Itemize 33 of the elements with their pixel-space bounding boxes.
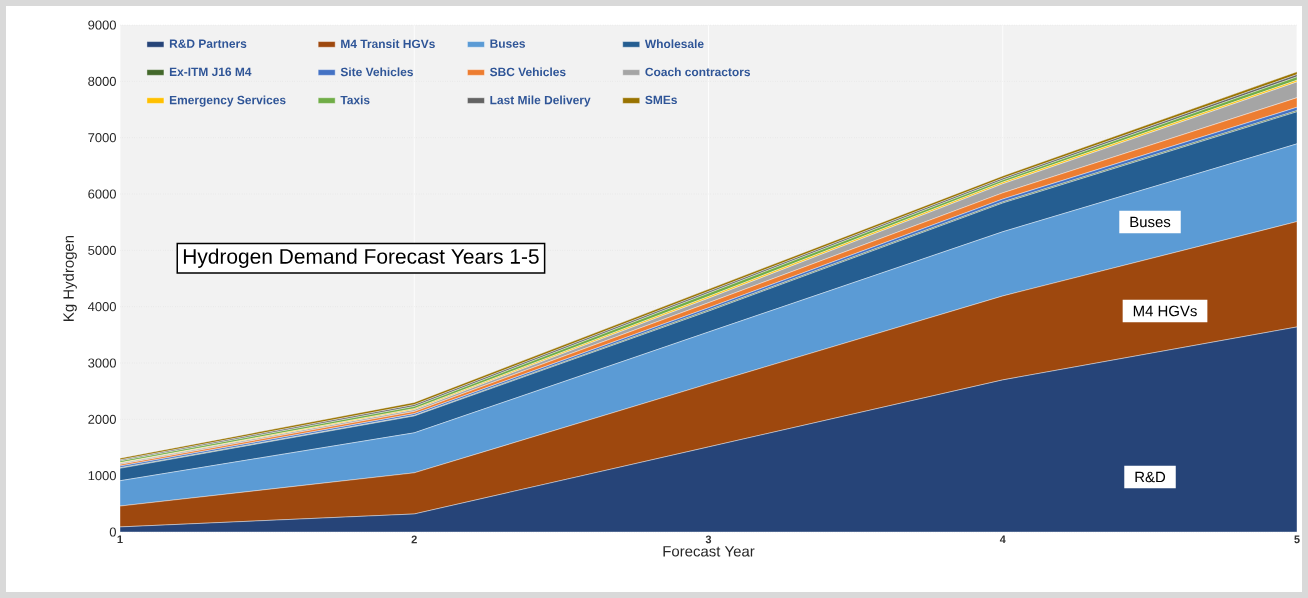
- legend-label: SMEs: [645, 95, 677, 105]
- legend-label: Site Vehicles: [340, 67, 413, 77]
- legend-label: Buses: [490, 39, 526, 48]
- y-tick-label: 6000: [88, 189, 116, 199]
- y-tick-label: 2000: [88, 414, 116, 424]
- legend-label: SBC Vehicles: [489, 67, 566, 77]
- legend-label: Last Mile Delivery: [490, 95, 591, 107]
- legend-label: M4 Transit HGVs: [341, 39, 435, 49]
- x-axis-title: Forecast Year: [663, 546, 755, 557]
- y-tick-label: 1000: [88, 471, 116, 481]
- legend-label: Coach contractors: [645, 67, 751, 77]
- text: Hydrogen Demand Forecast Years 1-5: [183, 248, 539, 268]
- y-tick-label: 0: [109, 527, 116, 537]
- x-tick-label: 2: [411, 535, 417, 544]
- annotation: Buses: [1130, 216, 1171, 228]
- annotation: R&D: [1135, 471, 1166, 483]
- y-tick-label: 8000: [88, 76, 116, 86]
- x-tick-label: 5: [1294, 535, 1300, 544]
- legend-label: Ex-ITM J16 M4: [169, 67, 252, 77]
- y-axis-title: Kg Hydrogen: [62, 235, 77, 321]
- x-tick-label: 4: [999, 535, 1006, 544]
- x-tick-label: 1: [117, 535, 123, 544]
- y-tick-label: 5000: [88, 245, 116, 255]
- annotation: M4 HGVs: [1133, 305, 1197, 317]
- legend-label: Wholesale: [644, 39, 704, 49]
- legend-label: R&D Partners: [169, 39, 247, 48]
- y-tick-label: 9000: [88, 20, 116, 30]
- legend-label: Emergency Services: [169, 95, 286, 107]
- legend-label: Taxis: [340, 95, 370, 105]
- x-tick-label: 3: [705, 535, 712, 544]
- y-tick-label: 4000: [87, 302, 116, 312]
- y-tick-label: 3000: [88, 358, 116, 368]
- y-tick-label: 7000: [88, 133, 116, 143]
